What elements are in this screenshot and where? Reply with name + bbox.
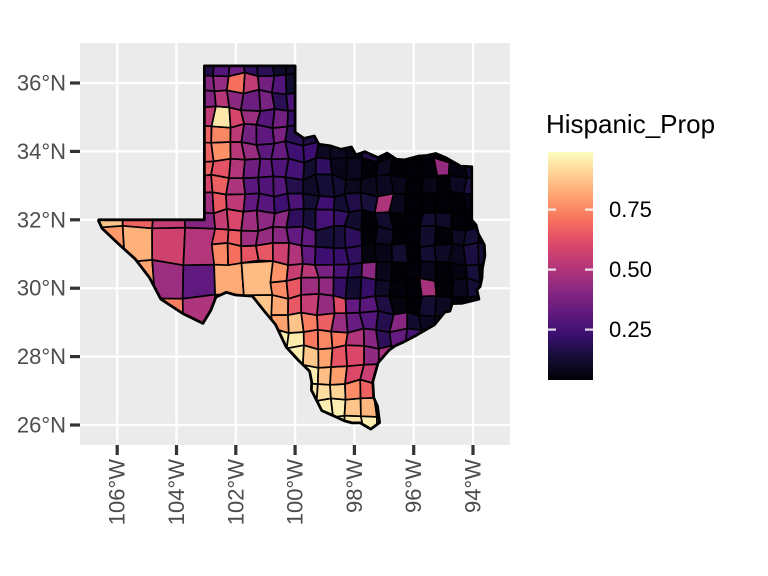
county (285, 225, 304, 247)
county (317, 276, 335, 297)
county (300, 293, 320, 317)
county (314, 263, 335, 279)
county (343, 397, 362, 418)
county (285, 331, 305, 350)
county (434, 190, 453, 214)
county (271, 108, 289, 129)
county (210, 242, 230, 267)
county (240, 209, 260, 232)
county (314, 208, 335, 232)
county (434, 211, 453, 230)
county (286, 192, 305, 211)
county (285, 262, 304, 282)
county (404, 191, 424, 215)
county (329, 383, 347, 401)
x-axis-tick-label: 106°W (105, 459, 130, 526)
county (359, 276, 377, 300)
county (418, 244, 437, 263)
county (418, 225, 437, 248)
county (302, 328, 320, 351)
y-axis-tick-label: 32°N (17, 207, 66, 232)
x-axis-tick-label: 100°W (283, 459, 308, 526)
county (405, 260, 422, 281)
county (451, 277, 469, 299)
county (213, 262, 245, 297)
county (242, 176, 261, 196)
county (240, 122, 258, 146)
county (210, 227, 230, 246)
legend-tick-label: 0.25 (609, 317, 652, 342)
county (417, 295, 438, 318)
county (332, 224, 347, 250)
county (316, 328, 334, 351)
county (302, 207, 317, 232)
county (419, 211, 437, 227)
y-axis-tick-label: 30°N (17, 276, 66, 301)
county (391, 229, 407, 246)
county (390, 261, 410, 282)
county (271, 241, 290, 266)
legend-tick-label: 0.50 (609, 257, 652, 282)
county (330, 312, 349, 334)
y-axis-tick-label: 26°N (17, 413, 66, 438)
county (182, 226, 217, 267)
county (344, 344, 366, 368)
county (210, 141, 232, 163)
legend-title: Hispanic_Prop (546, 109, 715, 139)
county (271, 73, 288, 96)
county (316, 293, 336, 317)
y-axis-tick-label: 28°N (17, 344, 66, 369)
county (434, 279, 455, 299)
county (181, 263, 216, 300)
x-axis-tick-label: 102°W (223, 459, 248, 526)
county (240, 260, 274, 297)
county (225, 193, 247, 213)
county (151, 226, 186, 267)
x-axis-tick-label: 104°W (164, 459, 189, 526)
y-axis-tick-label: 34°N (17, 139, 66, 164)
county (450, 210, 468, 232)
legend: Hispanic_Prop 0.75 0.50 0.25 (546, 109, 715, 380)
county (210, 105, 232, 129)
county (405, 158, 424, 180)
county (228, 157, 246, 179)
y-axis-tick-label: 36°N (17, 71, 66, 96)
county (418, 260, 437, 282)
county (300, 244, 317, 266)
county (317, 347, 334, 369)
county (316, 366, 332, 386)
county (211, 191, 228, 215)
county (212, 65, 232, 78)
county (257, 175, 275, 198)
texas-outline (97, 64, 487, 431)
county (346, 262, 363, 279)
county (225, 177, 247, 196)
county (462, 241, 480, 267)
x-axis-tick-label: 94°W (461, 459, 486, 513)
county (375, 260, 393, 282)
x-axis-tick-label: 96°W (401, 459, 426, 513)
county (404, 176, 424, 196)
legend-tick-label: 0.75 (609, 197, 652, 222)
x-axis-tick-label: 98°W (342, 459, 367, 513)
county (388, 278, 409, 299)
county (300, 276, 320, 296)
legend-gradient-bar (548, 152, 593, 380)
county (314, 195, 336, 211)
county (373, 242, 393, 263)
county (226, 228, 243, 247)
county (344, 297, 362, 314)
county (285, 207, 305, 229)
county (360, 260, 378, 281)
county (315, 383, 332, 402)
county (210, 125, 232, 144)
county (343, 178, 363, 195)
county (314, 245, 335, 266)
county (345, 156, 364, 181)
county (344, 276, 363, 300)
